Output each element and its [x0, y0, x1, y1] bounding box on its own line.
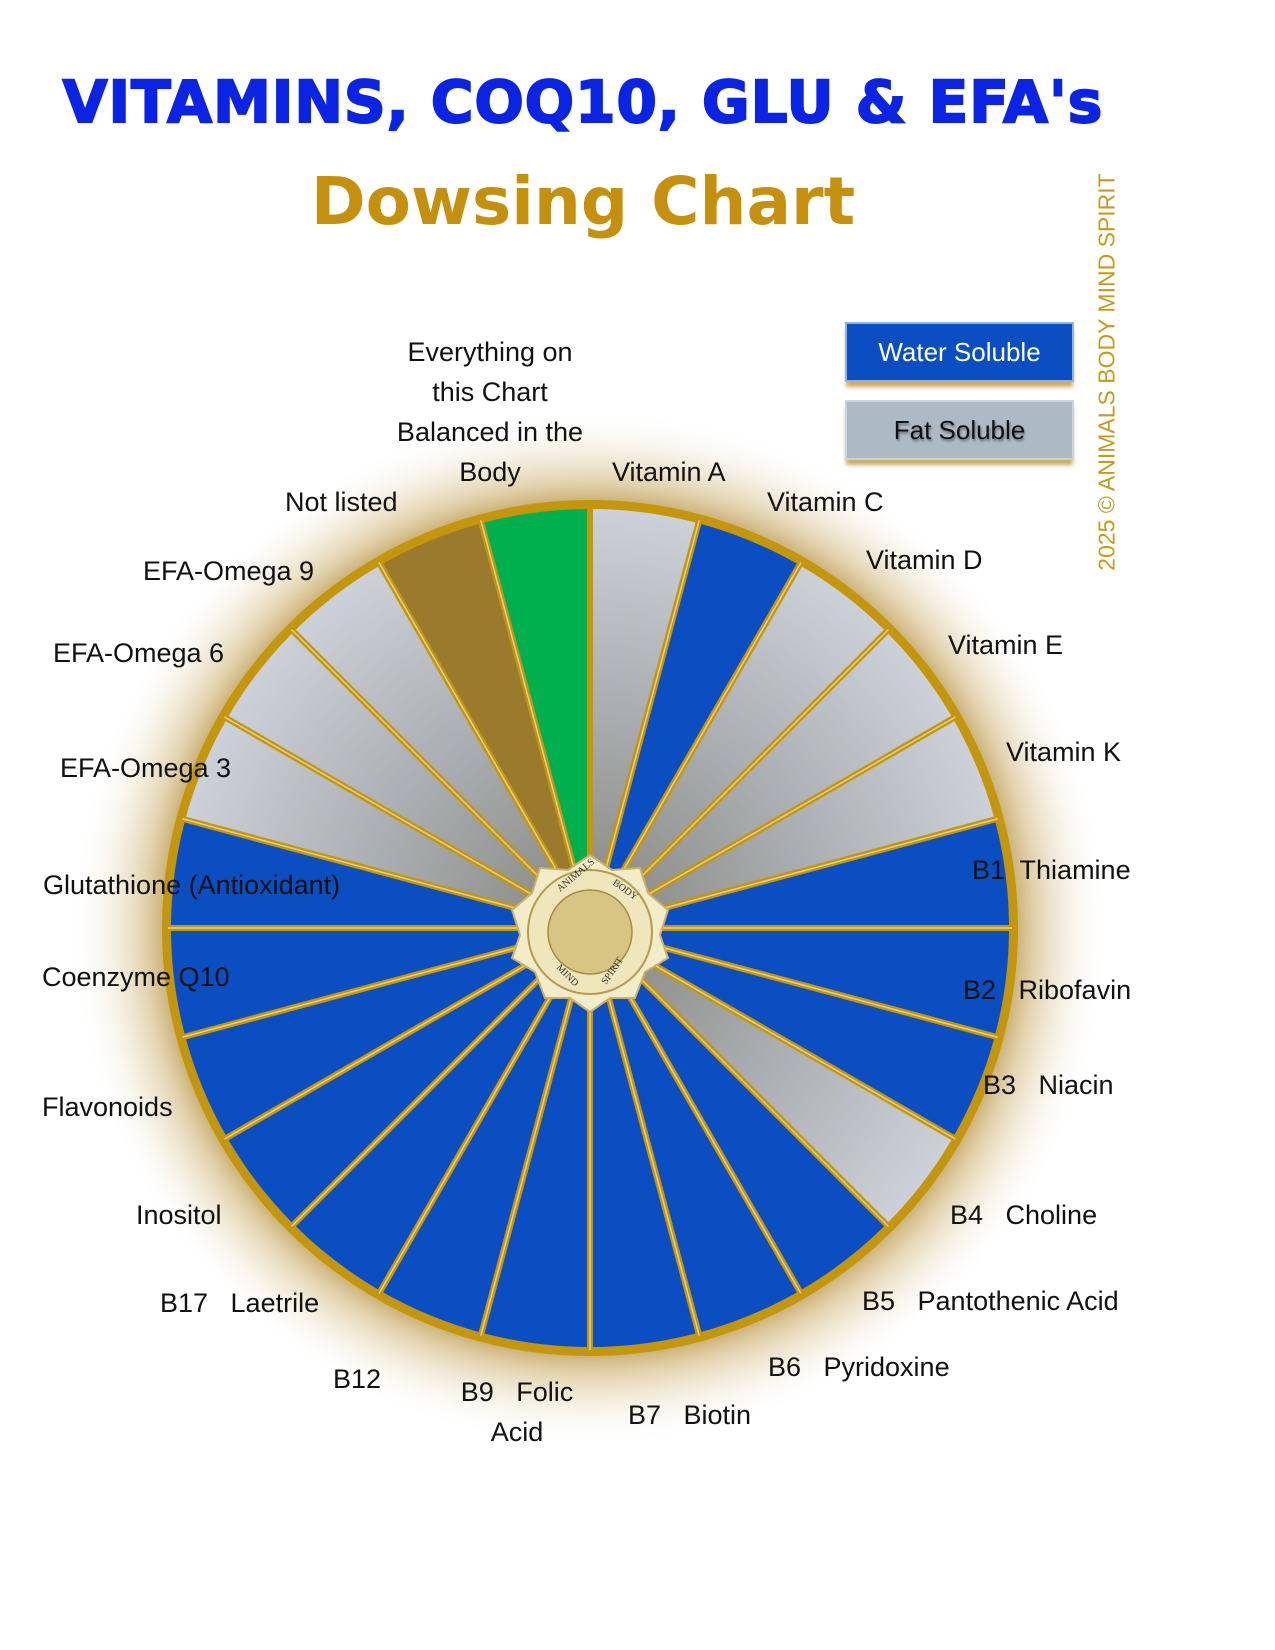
segment-divider	[589, 716, 956, 929]
segment-label: Vitamin D	[866, 545, 983, 575]
segment-label: B9 Folic Acid	[460, 1377, 574, 1447]
segment-label: B17 Laetrile	[160, 1288, 320, 1318]
segment-label: EFA-Omega 3	[60, 753, 232, 783]
page-subtitle: Dowsing Chart	[310, 163, 856, 240]
legend-water-soluble: Water Soluble	[845, 322, 1074, 382]
segment-label: B4 Choline	[950, 1200, 1098, 1230]
segment-divider	[480, 520, 591, 929]
segment-label: EFA-Omega 9	[143, 556, 315, 586]
segment-divider	[378, 562, 591, 929]
page-title: VITAMINS, COQ10, GLU & EFA's	[62, 67, 1104, 137]
center-logo: ANIMALS BODY MIND SPIRIT	[510, 853, 670, 1014]
segment-label: Inositol	[136, 1200, 222, 1230]
segment-label: Vitamin E	[948, 630, 1064, 660]
segment-divider	[224, 716, 591, 929]
segment-label: Flavonoids	[42, 1092, 173, 1122]
segment-label: Coenzyme Q10	[42, 962, 230, 992]
segment-label: Vitamin A	[612, 457, 726, 487]
segment-divider	[589, 562, 802, 929]
segment-label: Vitamin K	[1006, 737, 1122, 767]
segment-label: B7 Biotin	[628, 1400, 752, 1430]
segment-label: EFA-Omega 6	[53, 638, 225, 668]
segment-divider	[589, 520, 700, 929]
segment-label: B1 Thiamine	[972, 855, 1131, 885]
segment-label: B5 Pantothenic Acid	[862, 1286, 1119, 1316]
segment-label: Not listed	[285, 487, 398, 517]
segment-label: Glutathione (Antioxidant)	[43, 870, 341, 900]
segment-label: B12	[333, 1364, 382, 1394]
segment-label: Everything on this Chart Balanced in the…	[396, 337, 584, 487]
segment-label: B6 Pyridoxine	[768, 1352, 950, 1382]
segment-label: B3 Niacin	[983, 1070, 1114, 1100]
legend-fat-soluble: Fat Soluble	[845, 400, 1074, 460]
segment-everything-on	[477, 503, 593, 922]
segment-label: B2 Ribofavin	[963, 975, 1132, 1005]
segment-label: Vitamin C	[767, 487, 884, 517]
